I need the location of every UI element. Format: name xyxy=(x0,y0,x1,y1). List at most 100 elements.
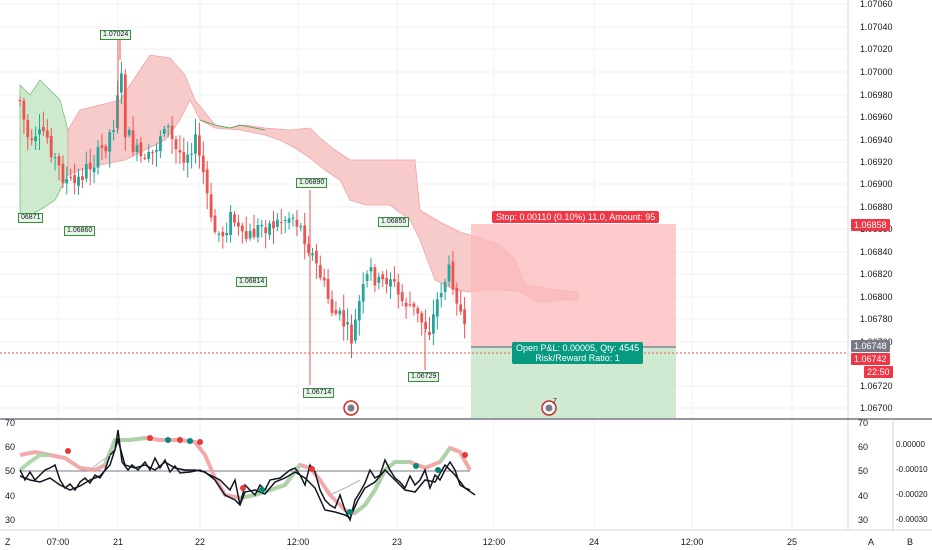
candle-body-72 xyxy=(299,226,303,228)
candle-body-80 xyxy=(330,299,334,313)
candle-body-98 xyxy=(400,292,404,302)
candle-body-51 xyxy=(217,233,221,235)
time-tick-8: 25 xyxy=(786,537,798,547)
candle-body-52 xyxy=(221,231,225,237)
time-tick-5: 12:00 xyxy=(482,537,506,547)
candle-body-16 xyxy=(81,176,84,180)
osc-dot-7 xyxy=(259,487,265,493)
price-tick-3: 1.07000 xyxy=(860,67,893,77)
candle-body-23 xyxy=(108,132,112,152)
candle-body-53 xyxy=(225,232,229,236)
candle-body-107 xyxy=(435,299,439,317)
osc-left-tick-4: 30 xyxy=(5,515,16,525)
cloud-green-section xyxy=(19,79,69,216)
event-badge-1[interactable] xyxy=(343,400,359,416)
time-tick-3: 12:00 xyxy=(286,537,310,547)
pnl-line-2: Risk/Reward Ratio: 1 xyxy=(535,353,620,363)
candle-body-77 xyxy=(318,265,322,278)
candle-body-73 xyxy=(303,225,307,245)
candle-body-1 xyxy=(22,100,26,120)
osc-dot-10 xyxy=(413,463,419,469)
candle-body-83 xyxy=(342,310,346,327)
candle-body-58 xyxy=(244,231,248,239)
candle-body-59 xyxy=(248,230,252,239)
osc-smooth-line-green xyxy=(18,436,452,515)
candle-body-13 xyxy=(69,176,73,178)
candle-body-20 xyxy=(96,146,100,168)
candle-body-22 xyxy=(104,146,108,152)
candle-body-12 xyxy=(65,179,69,184)
candle-body-57 xyxy=(240,225,244,232)
osc-far-tick-0: 0.00000 xyxy=(896,440,925,449)
candle-body-70 xyxy=(291,217,295,219)
candle-body-113 xyxy=(459,304,463,312)
stop-info-label[interactable]: Stop: 0.00110 (0.10%) 11.0, Amount: 95 xyxy=(492,211,660,223)
countdown-tag: 22:50 xyxy=(864,366,893,378)
candle-body-3 xyxy=(30,138,34,141)
osc-left-tick-2: 50 xyxy=(5,466,16,476)
pnl-info-label[interactable]: Open P&L: 0.00005, Qty: 4545 Risk/Reward… xyxy=(512,342,644,364)
candle-body-112 xyxy=(455,287,459,304)
candle-body-8 xyxy=(49,135,53,158)
price-tick-13: 1.06800 xyxy=(860,292,893,302)
candle-body-10 xyxy=(57,156,61,166)
osc-fast-line xyxy=(19,429,471,523)
osc-right-tick-2: 50 xyxy=(858,466,869,476)
candle-body-33 xyxy=(147,152,151,159)
candle-body-26 xyxy=(120,73,123,93)
candle-body-88 xyxy=(361,283,365,302)
time-tick-2: 22 xyxy=(194,537,206,547)
candle-body-106 xyxy=(432,314,435,334)
price-tick-5: 1.06960 xyxy=(860,112,893,122)
time-tick-0: 07:00 xyxy=(46,537,70,547)
candle-body-4 xyxy=(34,136,37,142)
osc-dot-3 xyxy=(177,437,183,443)
candle-body-66 xyxy=(276,219,279,227)
osc-right-tick-3: 40 xyxy=(858,491,869,501)
candle-body-28 xyxy=(127,130,131,136)
high-label-3: 1.06855 xyxy=(378,217,410,227)
candle-body-110 xyxy=(447,264,451,282)
chart-grid xyxy=(0,0,848,530)
candle-body-87 xyxy=(357,301,361,321)
candle-body-61 xyxy=(256,225,260,238)
osc-dot-11 xyxy=(435,467,441,473)
candle-body-36 xyxy=(159,136,162,152)
osc-dot-1 xyxy=(147,435,153,441)
price-tick-8: 1.06900 xyxy=(860,179,893,189)
osc-dot-9 xyxy=(347,509,353,515)
candle-body-14 xyxy=(73,175,76,184)
low-label-4: 1.06729 xyxy=(408,372,440,382)
candle-body-68 xyxy=(283,219,287,222)
log-scale-button[interactable]: B xyxy=(907,537,914,547)
price-tick-2: 1.07020 xyxy=(860,44,893,54)
price-candles xyxy=(18,35,466,385)
candle-body-5 xyxy=(38,129,41,135)
candle-body-95 xyxy=(389,279,392,287)
time-axis-zoom-z[interactable]: Z xyxy=(5,537,11,547)
candle-body-71 xyxy=(295,219,299,227)
osc-smooth-line xyxy=(19,435,472,516)
event-badge-2[interactable] xyxy=(541,400,557,416)
price-tick-14: 1.06780 xyxy=(860,314,893,324)
stop-loss-zone[interactable] xyxy=(471,224,676,346)
candle-body-41 xyxy=(178,150,182,153)
candle-body-94 xyxy=(385,278,388,285)
candle-body-54 xyxy=(229,212,232,235)
candle-body-100 xyxy=(408,304,412,306)
osc-left-tick-0: 70 xyxy=(5,418,16,428)
auto-scale-button[interactable]: A xyxy=(868,537,875,547)
candle-body-103 xyxy=(420,313,424,323)
price-tick-9: 1.06880 xyxy=(860,202,893,212)
candle-body-84 xyxy=(346,322,349,325)
candle-body-32 xyxy=(143,157,147,159)
candle-body-39 xyxy=(170,125,174,140)
osc-right-tick-0: 70 xyxy=(858,418,869,428)
candle-body-75 xyxy=(311,253,314,256)
candle-body-49 xyxy=(209,194,213,218)
candle-body-82 xyxy=(338,310,342,315)
candle-body-44 xyxy=(190,153,193,155)
price-tick-16: 1.06720 xyxy=(860,381,893,391)
candle-body-91 xyxy=(373,267,377,286)
